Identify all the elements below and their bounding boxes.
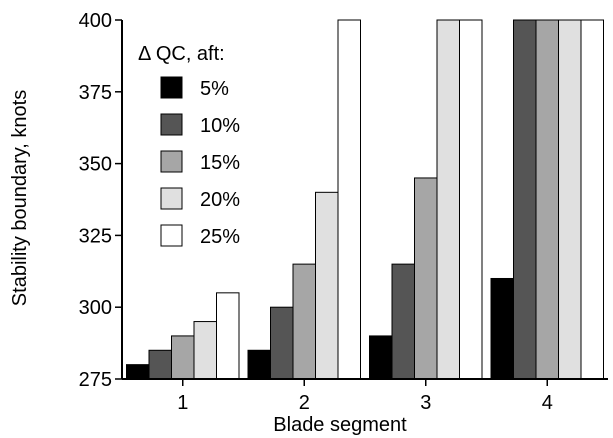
y-tick-label-325: 325: [79, 225, 112, 247]
y-tick-label-375: 375: [79, 82, 112, 104]
bar-2-25pct: [337, 19, 361, 380]
y-tick-label-350: 350: [79, 154, 112, 176]
bar-3-20pct: [436, 19, 460, 380]
legend-swatch-5pct: [160, 76, 183, 99]
legend-label-20pct: 20%: [200, 189, 240, 211]
bar-3-5pct: [369, 335, 393, 380]
bar-1-20pct: [193, 321, 217, 380]
bar-4-20pct: [558, 19, 582, 380]
legend-swatch-15pct: [160, 150, 183, 173]
x-tick-label-3: 3: [420, 392, 431, 414]
legend: Δ QC, aft: 5% 10% 15% 20% 25%: [138, 43, 240, 248]
y-tick-label-400: 400: [79, 10, 112, 32]
bar-1-15pct: [171, 335, 195, 380]
bar-3-10pct: [391, 263, 415, 380]
legend-label-15pct: 15%: [200, 152, 240, 174]
bar-1-5pct: [126, 364, 150, 380]
legend-swatch-10pct: [160, 113, 183, 136]
bar-2-15pct: [292, 263, 316, 380]
bar-1-10pct: [148, 349, 172, 380]
bar-1-25pct: [216, 292, 240, 380]
y-tick-label-275: 275: [79, 369, 112, 391]
bar-3-15pct: [414, 177, 438, 380]
x-tick-label-1: 1: [177, 392, 188, 414]
y-axis-label: Stability boundary, knots: [9, 90, 31, 306]
bar-4-10pct: [513, 19, 537, 380]
x-axis-label: Blade segment: [273, 414, 407, 436]
bar-2-5pct: [247, 349, 271, 380]
legend-swatch-20pct: [160, 187, 183, 210]
x-tick-label-4: 4: [542, 392, 553, 414]
bar-2-10pct: [270, 306, 294, 380]
axes: 275 300 325 350 375 400 1 2 3 4: [79, 10, 608, 414]
legend-label-10pct: 10%: [200, 115, 240, 137]
legend-title: Δ QC, aft:: [138, 43, 225, 65]
legend-swatch-25pct: [160, 224, 183, 247]
legend-label-25pct: 25%: [200, 226, 240, 248]
bar-2-20pct: [315, 191, 339, 380]
bars: [126, 19, 604, 380]
bar-4-5pct: [490, 277, 514, 380]
bar-3-25pct: [459, 19, 483, 380]
bar-4-15pct: [535, 19, 559, 380]
x-tick-label-2: 2: [299, 392, 310, 414]
y-tick-label-300: 300: [79, 297, 112, 319]
legend-label-5pct: 5%: [200, 78, 229, 100]
bar-4-25pct: [580, 19, 604, 380]
